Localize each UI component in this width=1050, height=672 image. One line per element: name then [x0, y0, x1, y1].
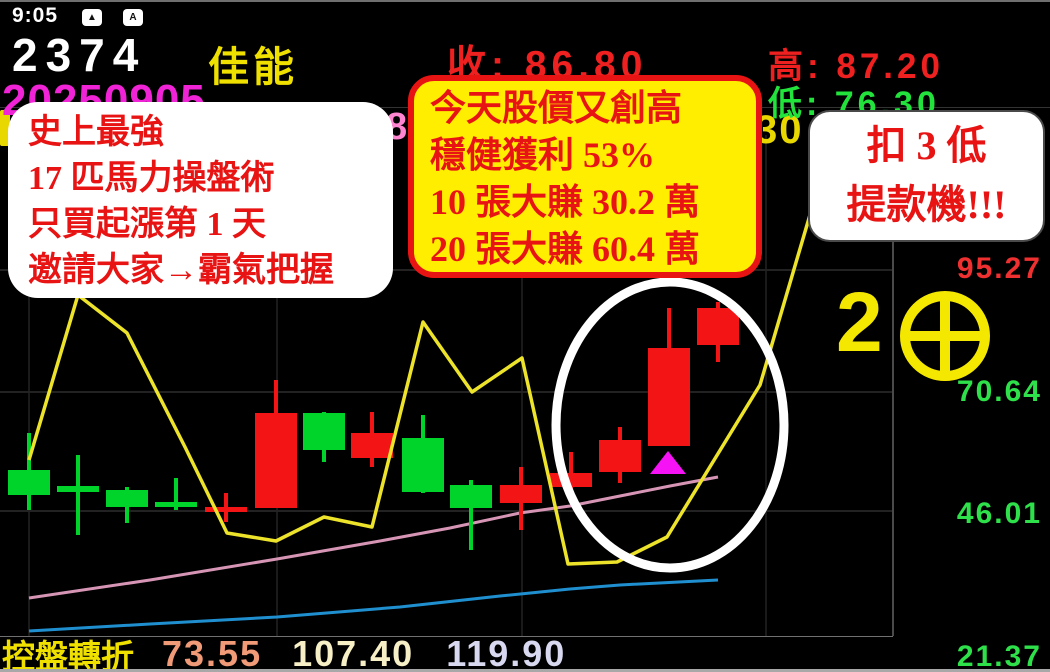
status-bar-clock: 9:05 — [12, 4, 59, 27]
footer-value: 119.90 — [446, 632, 567, 672]
app-notification-icon: A — [123, 9, 143, 26]
clipped-text-fragment-left — [0, 110, 10, 146]
price-axis-label: 95.27 — [956, 252, 1042, 285]
price-axis-label: 46.01 — [956, 497, 1042, 530]
annotation-box-right: 扣 3 低 提款機!!! — [808, 110, 1045, 242]
annotation-line: 20 張大賺 60.4 萬 — [430, 229, 701, 269]
annotation-line: 穩健獲利 53% — [430, 135, 656, 175]
signal-count-label: 2 — [836, 275, 883, 369]
annotation-box-center: 今天股價又創高 穩健獲利 53% 10 張大賺 30.2 萬 20 張大賺 60… — [408, 75, 762, 278]
stock-name: 佳能 — [208, 44, 298, 90]
annotation-line: 扣 3 低 — [866, 123, 987, 168]
circle-plus-icon — [900, 291, 990, 381]
footer-value: 107.40 — [292, 632, 415, 672]
footer-value: 73.55 — [162, 632, 263, 672]
screen-bottom-border — [0, 669, 1050, 672]
annotation-line: 10 張大賺 30.2 萬 — [430, 182, 701, 222]
screen-top-border — [0, 0, 1050, 2]
price-axis-label: 21.37 — [956, 640, 1042, 672]
high-price: 高: 87.20 — [768, 47, 944, 86]
footer-indicator-bar: 控盤轉折 73.55 107.40 119.90 — [0, 632, 893, 672]
annotation-line: 17 匹馬力操盤術 — [28, 160, 275, 197]
annotation-line: 史上最強 — [28, 114, 164, 151]
price-axis-label: 70.64 — [956, 375, 1042, 408]
footer-indicator-label: 控盤轉折 — [2, 637, 134, 672]
annotation-line: 今天股價又創高 — [430, 88, 683, 128]
annotation-line: 提款機!!! — [846, 182, 1007, 227]
annotation-line: 只買起漲第 1 天 — [28, 206, 266, 243]
stock-code: 2374 — [12, 29, 147, 81]
clipped-text-fragment-yellow: 30 — [755, 108, 804, 152]
annotation-line: 邀請大家→霸氣把握 — [28, 252, 334, 289]
screenshot-notification-icon: ▲ — [82, 9, 102, 26]
annotation-box-left: 史上最強 17 匹馬力操盤術 只買起漲第 1 天 邀請大家→霸氣把握 — [8, 102, 393, 298]
